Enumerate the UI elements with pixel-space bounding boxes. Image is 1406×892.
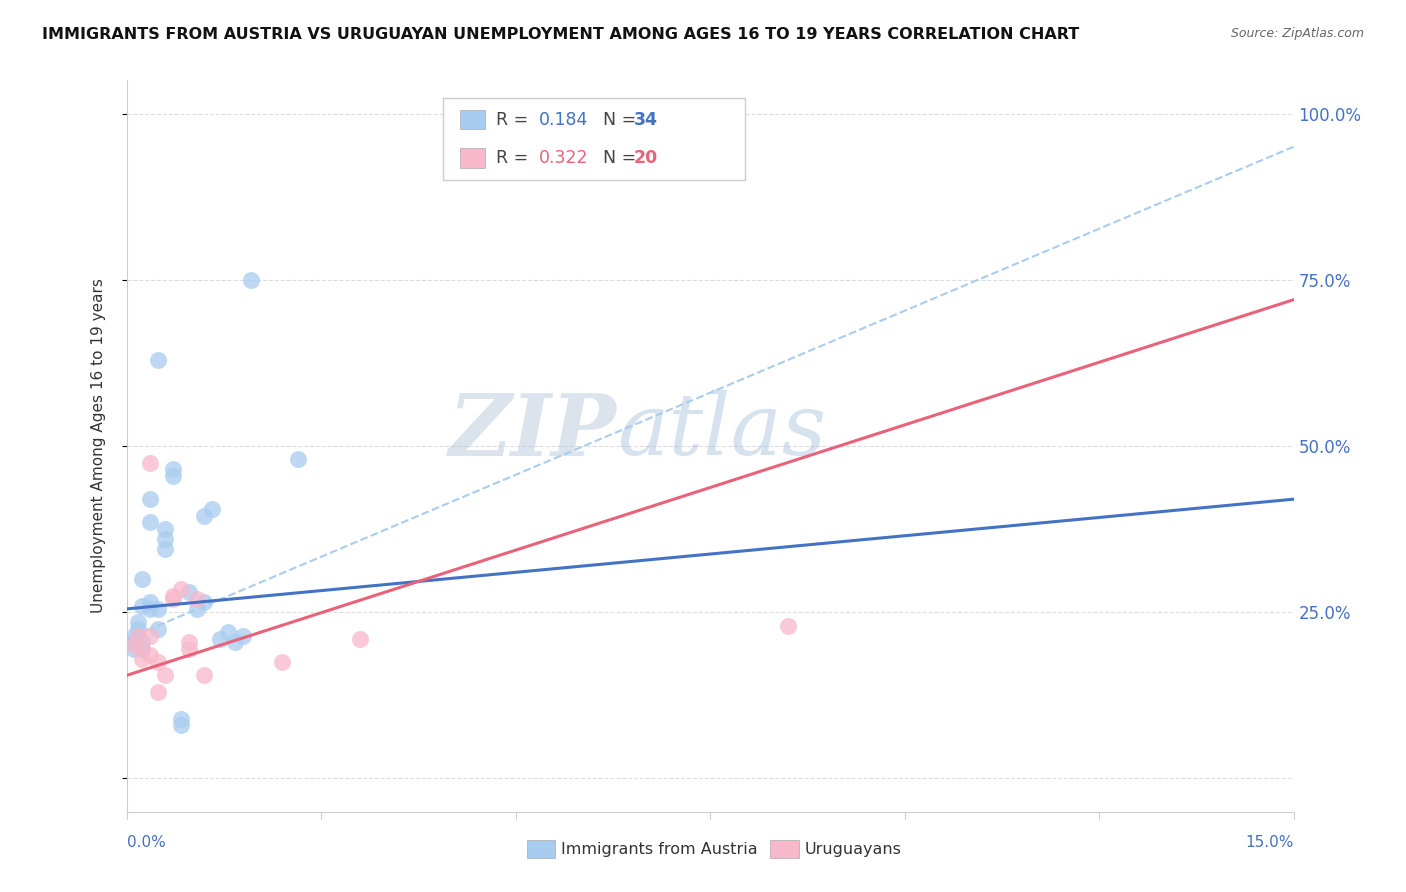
Text: 0.0%: 0.0% bbox=[127, 836, 166, 850]
Point bbox=[139, 516, 162, 530]
Point bbox=[127, 615, 149, 630]
Point bbox=[240, 273, 263, 287]
Text: Immigrants from Austria: Immigrants from Austria bbox=[561, 842, 758, 856]
Point bbox=[224, 635, 246, 649]
Point bbox=[146, 685, 169, 699]
Text: atlas: atlas bbox=[617, 390, 825, 473]
Point bbox=[124, 635, 146, 649]
Point bbox=[124, 639, 146, 653]
Point bbox=[146, 602, 169, 616]
Point bbox=[170, 582, 193, 596]
Point bbox=[208, 632, 231, 646]
Point bbox=[155, 542, 177, 557]
Point bbox=[162, 589, 184, 603]
Text: R =: R = bbox=[496, 111, 534, 128]
Point bbox=[170, 718, 193, 732]
Point bbox=[131, 599, 153, 613]
Text: Uruguayans: Uruguayans bbox=[804, 842, 901, 856]
Point bbox=[131, 572, 153, 586]
Point bbox=[131, 652, 153, 666]
Text: Source: ZipAtlas.com: Source: ZipAtlas.com bbox=[1230, 27, 1364, 40]
Point bbox=[287, 452, 309, 467]
Text: N =: N = bbox=[592, 111, 641, 128]
Point bbox=[776, 618, 799, 632]
Point bbox=[186, 602, 208, 616]
Point bbox=[201, 502, 224, 516]
Point bbox=[193, 595, 215, 609]
Point bbox=[139, 628, 162, 642]
Point bbox=[139, 456, 162, 470]
Point bbox=[170, 712, 193, 726]
Text: N =: N = bbox=[592, 149, 641, 167]
Point bbox=[131, 641, 153, 656]
Point bbox=[131, 641, 153, 656]
Text: 0.184: 0.184 bbox=[538, 111, 588, 128]
Point bbox=[162, 469, 184, 483]
Text: 15.0%: 15.0% bbox=[1246, 836, 1294, 850]
Point bbox=[155, 668, 177, 682]
Point bbox=[186, 591, 208, 606]
Text: ZIP: ZIP bbox=[449, 390, 617, 473]
Point bbox=[349, 632, 371, 646]
Point bbox=[146, 352, 169, 367]
Point bbox=[271, 655, 294, 669]
Text: 34: 34 bbox=[634, 111, 658, 128]
Point bbox=[139, 602, 162, 616]
Point bbox=[139, 595, 162, 609]
Point bbox=[146, 622, 169, 636]
Point bbox=[177, 641, 200, 656]
Point bbox=[155, 522, 177, 536]
Point bbox=[127, 622, 149, 636]
Text: 20: 20 bbox=[634, 149, 658, 167]
Point bbox=[131, 635, 153, 649]
Point bbox=[177, 585, 200, 599]
Point bbox=[162, 591, 184, 606]
Point bbox=[139, 648, 162, 663]
Text: 0.322: 0.322 bbox=[538, 149, 588, 167]
Point bbox=[193, 668, 215, 682]
Point bbox=[232, 628, 254, 642]
Point bbox=[177, 635, 200, 649]
Point bbox=[193, 508, 215, 523]
Point bbox=[127, 628, 149, 642]
Text: R =: R = bbox=[496, 149, 534, 167]
Y-axis label: Unemployment Among Ages 16 to 19 years: Unemployment Among Ages 16 to 19 years bbox=[91, 278, 105, 614]
Point bbox=[139, 492, 162, 507]
Point bbox=[155, 532, 177, 546]
Point bbox=[124, 628, 146, 642]
Point bbox=[162, 462, 184, 476]
Point bbox=[217, 625, 239, 640]
Point bbox=[124, 641, 146, 656]
Text: IMMIGRANTS FROM AUSTRIA VS URUGUAYAN UNEMPLOYMENT AMONG AGES 16 TO 19 YEARS CORR: IMMIGRANTS FROM AUSTRIA VS URUGUAYAN UNE… bbox=[42, 27, 1080, 42]
Point bbox=[146, 655, 169, 669]
